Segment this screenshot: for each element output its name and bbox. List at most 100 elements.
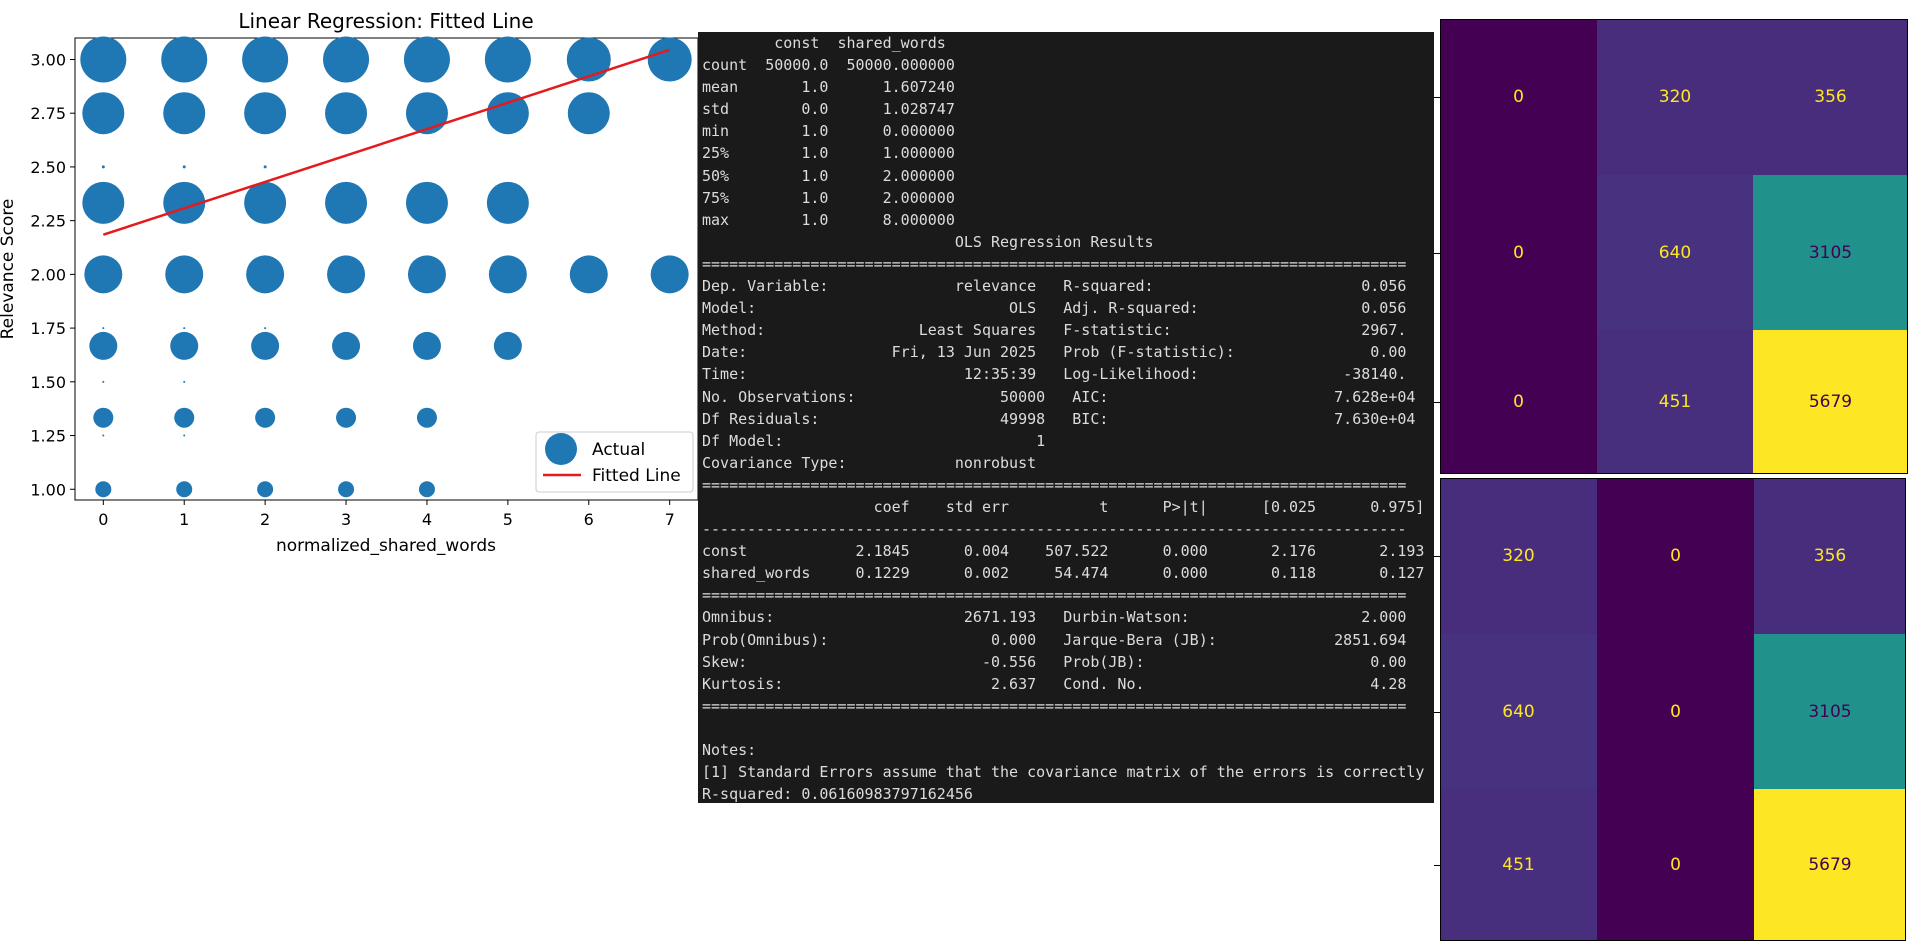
actual-points — [80, 36, 692, 498]
actual-point — [255, 407, 276, 428]
actual-point — [405, 92, 448, 135]
actual-point — [325, 181, 368, 224]
ols-output-line: const 2.1845 0.004 507.522 0.000 2.176 2… — [702, 542, 1425, 561]
confusion-matrix-2: 320 0 356 640 0 3105 451 0 5679 — [1434, 478, 1906, 941]
actual-point — [263, 165, 267, 169]
legend: Actual Fitted Line — [535, 431, 694, 493]
x-tick-label: 5 — [503, 510, 513, 529]
ols-output-line: Date: Fri, 13 Jun 2025 Prob (F-statistic… — [702, 343, 1407, 362]
actual-point — [407, 255, 446, 294]
ols-output-line: const shared_words — [702, 34, 946, 52]
y-tick-label: 2.50 — [30, 158, 66, 177]
fitted-line — [102, 48, 671, 236]
matrix-row-tick — [1434, 711, 1440, 713]
matrix-cell: 0 — [1597, 478, 1754, 634]
actual-point — [174, 407, 195, 428]
actual-point — [165, 255, 204, 294]
actual-point — [403, 36, 450, 83]
actual-point — [405, 181, 448, 224]
actual-point — [163, 92, 206, 135]
actual-point — [102, 327, 105, 330]
actual-point — [84, 255, 123, 294]
ols-output-line: Kurtosis: 2.637 Cond. No. 4.28 — [702, 674, 1407, 693]
legend-actual-label: Actual — [592, 440, 645, 460]
y-axis-ticks: 1.00 1.25 1.50 1.75 2.00 2.25 2.50 2.75 3.00 — [30, 50, 75, 499]
actual-point — [246, 255, 285, 294]
actual-point — [183, 380, 186, 383]
ols-output-line: count 50000.0 50000.000000 — [702, 56, 955, 75]
matrix-cell: 0 — [1440, 175, 1597, 330]
ols-output-line: OLS Regression Results — [702, 232, 1407, 251]
actual-point — [89, 331, 118, 360]
y-tick-label: 3.00 — [30, 50, 66, 69]
y-tick-label: 2.75 — [30, 104, 66, 123]
actual-point — [244, 181, 287, 224]
legend-fitted-label: Fitted Line — [592, 466, 681, 486]
actual-point — [336, 407, 357, 428]
matrix-row-tick — [1434, 556, 1440, 557]
ols-output-line — [698, 717, 1434, 739]
ols-output-line: ========================================… — [702, 586, 1407, 605]
matrix-cell: 3105 — [1753, 175, 1908, 330]
ols-output-line: shared_words 0.1229 0.002 54.474 0.000 0… — [702, 564, 1425, 583]
y-tick-label: 1.00 — [30, 480, 66, 499]
actual-point — [101, 165, 105, 169]
matrix-cell: 320 — [1440, 478, 1597, 634]
actual-point — [416, 407, 437, 428]
x-tick-label: 7 — [665, 510, 675, 529]
actual-point — [488, 255, 527, 294]
actual-point — [170, 331, 199, 360]
matrix-row-tick — [1434, 252, 1440, 254]
ols-output-line: Model: OLS Adj. R-squared: 0.056 — [702, 299, 1407, 318]
actual-point — [569, 255, 608, 294]
fitted-line-group — [102, 48, 671, 236]
matrix-row-tick — [1434, 97, 1440, 98]
matrix-cell: 3105 — [1754, 634, 1906, 789]
matrix-cell: 5679 — [1753, 330, 1908, 474]
actual-point — [251, 331, 280, 360]
ols-output-line: Time: 12:35:39 Log-Likelihood: -38140. — [702, 365, 1407, 384]
actual-point — [650, 255, 689, 294]
actual-point — [242, 36, 289, 83]
ols-output-line: min 1.0 0.000000 — [702, 122, 955, 141]
actual-point — [183, 434, 186, 437]
ols-output-line: mean 1.0 1.607240 — [702, 78, 955, 97]
y-tick-label: 2.00 — [30, 265, 66, 284]
ols-output-line: Dep. Variable: relevance R-squared: 0.05… — [702, 277, 1407, 296]
ols-output-line: Covariance Type: nonrobust — [702, 453, 1407, 472]
actual-point — [244, 92, 287, 135]
ols-output-line: R-squared: 0.06160983797162456 — [702, 785, 973, 803]
legend-actual-marker — [545, 433, 577, 465]
actual-point — [95, 481, 112, 498]
ols-output-line: ========================================… — [702, 475, 1407, 494]
ols-output-line: Prob(Omnibus): 0.000 Jarque-Bera (JB): 2… — [702, 630, 1407, 649]
ols-output-line: max 1.0 8.000000 — [702, 210, 955, 229]
matrix-cell: 0 — [1597, 634, 1754, 789]
ols-output-line: No. Observations: 50000 AIC: 7.628e+04 — [702, 387, 1416, 406]
actual-point — [264, 327, 267, 330]
actual-point — [163, 181, 206, 224]
actual-point — [566, 37, 611, 82]
actual-point — [647, 37, 692, 82]
ols-output-line: Omnibus: 2671.193 Durbin-Watson: 2.000 — [702, 608, 1407, 627]
y-tick-label: 2.25 — [30, 212, 66, 231]
x-tick-label: 2 — [260, 510, 270, 529]
ols-output-line: Skew: -0.556 Prob(JB): 0.00 — [702, 652, 1407, 671]
matrix-cell: 0 — [1597, 789, 1754, 941]
matrix-cell: 320 — [1597, 19, 1753, 175]
actual-point — [176, 481, 193, 498]
x-tick-label: 6 — [584, 510, 594, 529]
matrix-cell: 0 — [1440, 19, 1597, 175]
ols-output-line: ========================================… — [702, 696, 1407, 715]
x-tick-label: 3 — [341, 510, 351, 529]
actual-point — [93, 407, 114, 428]
ols-output-line: 75% 1.0 2.000000 — [702, 188, 955, 207]
actual-point — [567, 92, 610, 135]
matrix-cell: 356 — [1753, 19, 1908, 175]
actual-point — [332, 331, 361, 360]
x-axis-label: normalized_shared_words — [276, 536, 496, 556]
ols-output-line: Df Residuals: 49998 BIC: 7.630e+04 — [702, 409, 1416, 428]
ols-output-line: ========================================… — [702, 254, 1407, 273]
ols-output-line: [1] Standard Errors assume that the cova… — [702, 763, 1425, 782]
actual-point — [327, 255, 366, 294]
